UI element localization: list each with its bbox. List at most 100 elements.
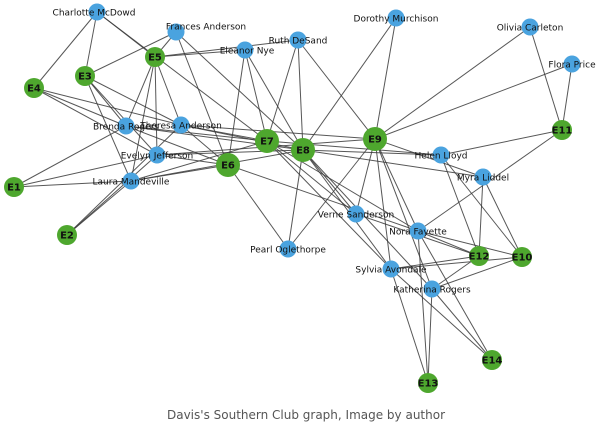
edge-helen-lloyd-e12: [440, 154, 480, 257]
edge-ruth-desand-e9: [297, 39, 376, 140]
edge-helen-lloyd-e10: [440, 154, 523, 258]
event-node-e8: E8: [291, 138, 315, 162]
edge-ruth-desand-e7: [266, 39, 299, 142]
woman-label: Pearl Oglethorpe: [250, 246, 326, 256]
edge-eleanor-nye-e5: [154, 49, 246, 58]
edge-laura-mandeville-e1: [13, 180, 132, 188]
event-node-e11: E11: [552, 120, 572, 140]
edge-dorothy-murchison-e9: [374, 17, 397, 140]
edges-layer: [13, 11, 573, 384]
event-label: E2: [60, 231, 74, 242]
event-marker: [363, 127, 387, 151]
woman-label: Sylvia Avondale: [355, 266, 427, 276]
edge-theresa-anderson-e5: [154, 56, 182, 126]
event-label: E6: [221, 161, 235, 172]
figure-caption: Davis's Southern Club graph, Image by au…: [166, 408, 446, 422]
edge-nora-fayette-e13: [417, 230, 429, 384]
woman-label: Charlotte McDowd: [53, 9, 136, 19]
edge-nora-fayette-e14: [417, 230, 493, 361]
event-node-e10: E10: [512, 247, 533, 267]
edge-charlotte-mcdowd-e7: [96, 11, 268, 142]
woman-node-flora-price: Flora Price: [548, 55, 596, 73]
woman-node-ruth-desand: Ruth DeSand: [269, 31, 328, 49]
edge-flora-price-e9: [374, 63, 573, 140]
woman-marker: [382, 260, 400, 278]
event-label: E3: [78, 72, 92, 83]
woman-node-charlotte-mcdowd: Charlotte McDowd: [53, 3, 136, 21]
edge-myra-liddel-e12: [478, 176, 484, 257]
edge-sylvia-avondale-e9: [374, 138, 392, 270]
woman-label: Ruth DeSand: [269, 37, 328, 47]
edge-helen-lloyd-e11: [440, 129, 563, 156]
woman-marker: [236, 41, 254, 59]
woman-marker: [122, 172, 140, 190]
woman-marker: [474, 168, 492, 186]
edge-katherina-rogers-e10: [431, 256, 523, 290]
edge-nora-fayette-e6: [227, 164, 419, 232]
edge-olivia-carleton-e9: [374, 26, 531, 140]
event-marker: [75, 66, 95, 86]
event-marker: [145, 47, 165, 67]
woman-marker: [88, 3, 106, 21]
event-marker: [418, 373, 438, 393]
event-node-e7: E7: [255, 129, 279, 153]
woman-label: Evelyn Jefferson: [121, 152, 193, 162]
edge-eleanor-nye-e7: [244, 49, 268, 142]
edge-sylvia-avondale-e7: [266, 140, 392, 270]
edge-brenda-rogers-e6: [125, 125, 229, 166]
edge-pearl-oglethorpe-e6: [227, 164, 289, 250]
edge-sylvia-avondale-e8: [302, 149, 392, 270]
edge-theresa-anderson-e4: [33, 87, 182, 126]
event-marker: [255, 129, 279, 153]
event-node-e1: E1: [4, 177, 24, 197]
edge-laura-mandeville-e5: [130, 56, 156, 182]
event-node-e3: E3: [75, 66, 95, 86]
woman-marker: [279, 240, 297, 258]
woman-node-eleanor-nye: Eleanor Nye: [220, 41, 275, 59]
edge-theresa-anderson-e3: [84, 75, 182, 126]
edge-evelyn-jefferson-e1: [13, 154, 158, 188]
woman-label: Theresa Anderson: [139, 122, 222, 132]
edge-myra-liddel-e9: [374, 138, 484, 178]
edge-dorothy-murchison-e8: [302, 17, 397, 151]
event-marker: [482, 350, 502, 370]
woman-label: Nora Fayette: [389, 228, 447, 238]
woman-label: Brenda Rogers: [93, 123, 159, 133]
woman-node-laura-mandeville: Laura Mandeville: [93, 172, 170, 190]
woman-marker: [563, 55, 581, 73]
woman-marker: [423, 280, 441, 298]
woman-node-katherina-rogers: Katherina Rogers: [393, 280, 471, 298]
woman-marker: [521, 18, 539, 36]
woman-node-dorothy-murchison: Dorothy Murchison: [354, 9, 438, 27]
edge-flora-price-e11: [561, 63, 573, 131]
woman-node-sylvia-avondale: Sylvia Avondale: [355, 260, 427, 278]
edge-nora-fayette-e7: [266, 140, 419, 232]
edge-verne-sanderson-e9: [355, 138, 376, 215]
event-node-e6: E6: [216, 153, 240, 177]
edge-myra-liddel-e8: [302, 149, 484, 178]
woman-label: Laura Mandeville: [93, 178, 170, 188]
woman-marker: [172, 116, 190, 134]
edge-charlotte-mcdowd-e4: [33, 11, 98, 89]
edge-sylvia-avondale-e13: [390, 268, 429, 384]
event-label: E10: [512, 253, 533, 264]
woman-marker: [148, 146, 166, 164]
nodes-layer: E1 E2 E3 E4 E5 E6 E7 E8 E9 E10 E11 E12 E13 E14 Charlot…: [4, 3, 596, 393]
edge-katherina-rogers-e14: [431, 288, 493, 361]
woman-label: Olivia Carleton: [497, 24, 564, 34]
event-node-e13: E13: [418, 373, 439, 393]
woman-node-myra-liddel: Myra Liddel: [457, 168, 509, 186]
woman-node-brenda-rogers: Brenda Rogers: [93, 117, 159, 135]
event-node-e2: E2: [57, 225, 77, 245]
edge-ruth-desand-e8: [297, 39, 304, 151]
event-label: E4: [27, 84, 41, 95]
event-marker: [469, 246, 489, 266]
edge-brenda-rogers-e1: [13, 125, 127, 188]
event-label: E9: [368, 135, 382, 146]
edge-laura-mandeville-e3: [84, 75, 132, 182]
woman-marker: [432, 146, 450, 164]
edge-sylvia-avondale-e14: [390, 268, 493, 361]
woman-label: Flora Price: [548, 61, 596, 71]
edge-nora-fayette-e9: [374, 138, 419, 232]
event-label: E13: [418, 379, 439, 390]
